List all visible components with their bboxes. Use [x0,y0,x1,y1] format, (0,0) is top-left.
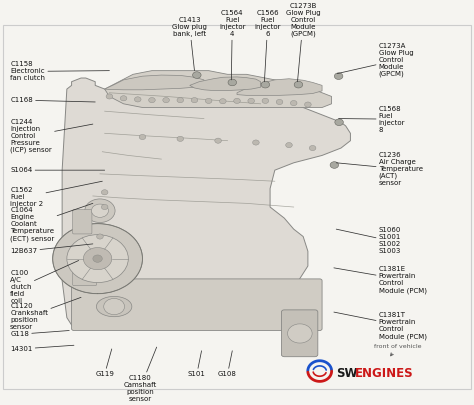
Text: ENGINES: ENGINES [355,367,414,380]
Circle shape [305,102,311,107]
Circle shape [261,81,270,88]
Circle shape [53,224,143,294]
Text: C100
A/C
clutch
field
coil: C100 A/C clutch field coil [10,260,79,304]
Circle shape [139,134,146,140]
Polygon shape [62,78,350,329]
Text: C1381E
Powertrain
Control
Module (PCM): C1381E Powertrain Control Module (PCM) [334,266,427,294]
Circle shape [120,96,127,101]
Text: C1564
Fuel
injector
4: C1564 Fuel injector 4 [219,11,246,80]
FancyBboxPatch shape [72,279,322,330]
Circle shape [288,324,312,343]
Text: S1064: S1064 [10,167,105,173]
Ellipse shape [96,296,132,317]
Polygon shape [237,79,322,95]
Text: C1236
Air Charge
Temperature
(ACT)
sensor: C1236 Air Charge Temperature (ACT) senso… [336,152,423,186]
Circle shape [97,234,103,239]
Circle shape [253,140,259,145]
Circle shape [149,98,155,103]
Text: S101: S101 [188,351,206,377]
Circle shape [101,190,108,195]
Text: C1120
Crankshaft
position
sensor: C1120 Crankshaft position sensor [10,297,81,330]
Text: 14301: 14301 [10,345,74,352]
Text: C1273B
Glow Plug
Control
Module
(GPCM): C1273B Glow Plug Control Module (GPCM) [286,3,320,82]
Circle shape [219,99,226,104]
Text: C1566
Fuel
injector
6: C1566 Fuel injector 6 [255,11,281,82]
Circle shape [215,138,221,143]
Circle shape [101,205,108,210]
Text: C1273A
Glow Plug
Control
Module
(GPCM): C1273A Glow Plug Control Module (GPCM) [337,43,413,77]
Circle shape [294,81,303,88]
Circle shape [135,97,141,102]
Circle shape [291,100,297,106]
Text: C1413
Glow plug
bank, left: C1413 Glow plug bank, left [173,17,207,70]
Circle shape [83,247,112,270]
Circle shape [330,162,338,168]
Circle shape [262,98,269,103]
Circle shape [177,136,183,141]
Circle shape [163,98,169,103]
Circle shape [334,73,343,79]
Circle shape [85,199,115,222]
Text: S1060
S1001
S1002
S1003: S1060 S1001 S1002 S1003 [336,227,401,254]
Text: C1158
Electronic
fan clutch: C1158 Electronic fan clutch [10,62,109,81]
Polygon shape [105,70,331,107]
Text: C1168: C1168 [10,97,95,103]
Circle shape [205,98,212,103]
Text: C1064
Engine
Coolant
Temperature
(ECT) sensor: C1064 Engine Coolant Temperature (ECT) s… [10,203,93,241]
Polygon shape [190,77,261,91]
Circle shape [192,72,201,79]
Text: G119: G119 [95,349,114,377]
Circle shape [286,143,292,148]
Text: C1180
Camshaft
position
sensor: C1180 Camshaft position sensor [124,347,157,402]
Text: C1568
Fuel
injector
8: C1568 Fuel injector 8 [338,106,405,133]
Circle shape [335,119,343,126]
Text: 12B637: 12B637 [10,244,93,254]
Text: C1381T
Powertrain
Control
Module (PCM): C1381T Powertrain Control Module (PCM) [334,312,427,339]
Text: C1562
Fuel
injector 2: C1562 Fuel injector 2 [10,181,102,207]
Circle shape [191,98,198,103]
Circle shape [91,204,109,217]
FancyBboxPatch shape [282,310,318,357]
Circle shape [104,298,125,315]
Text: SW: SW [336,367,358,380]
Polygon shape [105,75,204,90]
Text: front of vehicle: front of vehicle [374,344,421,356]
Circle shape [248,98,255,103]
Circle shape [310,145,316,151]
Circle shape [67,234,128,283]
Circle shape [276,99,283,104]
FancyBboxPatch shape [73,210,92,234]
Text: G118: G118 [10,330,69,337]
FancyBboxPatch shape [73,254,97,286]
Circle shape [228,79,237,86]
Text: G108: G108 [218,351,237,377]
Circle shape [234,98,240,103]
Text: C1244
Injection
Control
Pressure
(ICP) sensor: C1244 Injection Control Pressure (ICP) s… [10,119,93,153]
Circle shape [93,255,102,262]
Circle shape [177,98,183,103]
Circle shape [106,94,113,99]
